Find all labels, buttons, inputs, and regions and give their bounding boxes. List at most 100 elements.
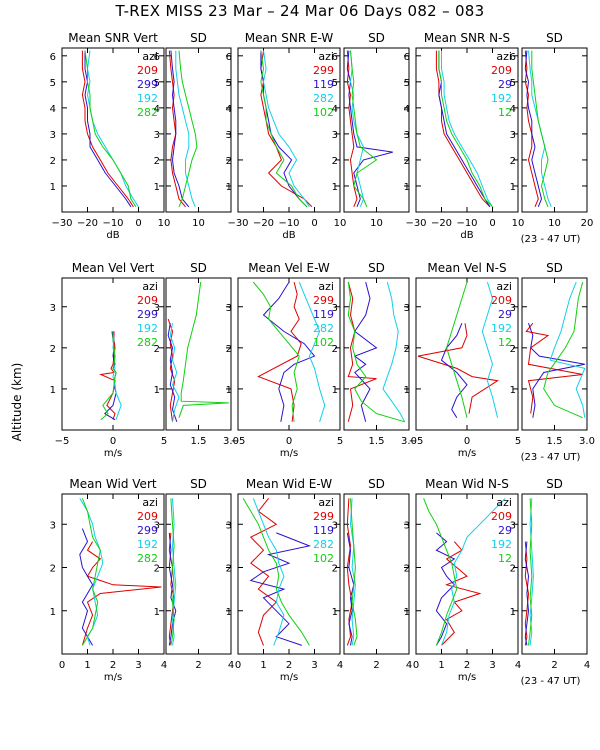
series-line-299 bbox=[168, 532, 177, 646]
series-line-282 bbox=[298, 281, 326, 422]
y-tick-label: 2 bbox=[50, 564, 56, 575]
panel-title: SD bbox=[546, 31, 563, 45]
panel-title: SD bbox=[368, 261, 385, 275]
legend-entry-282: 282 bbox=[137, 336, 158, 349]
legend-entry-29: 29 bbox=[498, 78, 512, 91]
y-tick-label: 1 bbox=[404, 182, 410, 193]
x-tick-label: 2 bbox=[551, 660, 557, 671]
x-tick-label: 10 bbox=[334, 218, 347, 229]
x-tick-label: −5 bbox=[55, 436, 70, 447]
x-tick-label: −10 bbox=[456, 218, 477, 229]
legend-entry-29: 29 bbox=[498, 524, 512, 537]
y-tick-label: 6 bbox=[154, 52, 160, 63]
y-tick-label: 3 bbox=[332, 303, 338, 314]
series-line-299 bbox=[347, 281, 377, 422]
legend-entry-192: 192 bbox=[491, 92, 512, 105]
legend-entry-282: 282 bbox=[313, 92, 334, 105]
series-line-102 bbox=[350, 498, 358, 646]
series-line-29 bbox=[524, 541, 530, 646]
panel-title: Mean Vel E-W bbox=[248, 261, 330, 275]
series-line-282 bbox=[170, 498, 175, 646]
x-tick-label: 3.0 bbox=[223, 436, 239, 447]
y-tick-label: 1 bbox=[154, 607, 160, 618]
legend-entry-12: 12 bbox=[498, 336, 512, 349]
panel-wid-ew-sd: SD 1 2 3 2 4 bbox=[332, 477, 413, 671]
y-tick-label: 1 bbox=[226, 607, 232, 618]
x-tick-label: 10 bbox=[158, 218, 171, 229]
x-tick-label: 1 bbox=[438, 660, 444, 671]
y-tick-label: 1 bbox=[404, 607, 410, 618]
legend-entry-192: 192 bbox=[137, 322, 158, 335]
x-tick-label: −20 bbox=[77, 218, 98, 229]
panel-snr-ew-sd: SD 1 2 3 4 5 6 10 bbox=[332, 31, 410, 229]
panel-title: Mean Wid N-S bbox=[425, 477, 509, 491]
series-line-29 bbox=[438, 50, 491, 208]
y-tick-label: 3 bbox=[404, 130, 410, 141]
legend-header: azi bbox=[496, 280, 512, 293]
y-tick-label: 3 bbox=[404, 520, 410, 531]
series-line-119 bbox=[353, 281, 378, 422]
series-line-192 bbox=[549, 281, 586, 418]
legend-entry-282: 282 bbox=[313, 322, 334, 335]
x-tick-label: 4 bbox=[228, 660, 234, 671]
y-tick-label: 1 bbox=[154, 385, 160, 396]
x-tick-label: −30 bbox=[405, 218, 426, 229]
y-tick-label: 3 bbox=[50, 130, 56, 141]
legend-entry-119: 119 bbox=[313, 308, 334, 321]
y-tick-label: 4 bbox=[404, 104, 410, 115]
y-tick-label: 1 bbox=[154, 182, 160, 193]
y-tick-label: 6 bbox=[226, 52, 232, 63]
series-line-209 bbox=[81, 541, 162, 646]
series-line-299 bbox=[260, 50, 313, 208]
legend-entry-299: 299 bbox=[137, 524, 158, 537]
series-line-282 bbox=[81, 498, 101, 646]
legend-entry-102: 102 bbox=[313, 552, 334, 565]
legend-entry-299: 299 bbox=[137, 308, 158, 321]
plot-frame bbox=[165, 493, 232, 655]
legend-entry-299: 299 bbox=[137, 78, 158, 91]
x-tick-label: 3 bbox=[489, 660, 495, 671]
x-tick-label: 10 bbox=[370, 218, 383, 229]
series-line-209 bbox=[168, 50, 186, 208]
y-tick-label: 3 bbox=[154, 520, 160, 531]
legend-entry-12: 12 bbox=[498, 552, 512, 565]
x-tick-label: 4 bbox=[406, 660, 412, 671]
y-tick-label: 5 bbox=[154, 78, 160, 89]
series-line-192 bbox=[441, 50, 493, 208]
series-line-12 bbox=[446, 281, 468, 418]
panel-title: Mean Vel Vert bbox=[72, 261, 155, 275]
series-line-102 bbox=[252, 281, 300, 422]
legend-entry-209: 209 bbox=[491, 64, 512, 77]
y-tick-label: 4 bbox=[226, 104, 232, 115]
x-tick-label: 5 bbox=[515, 436, 521, 447]
series-line-299 bbox=[84, 50, 132, 208]
x-tick-label: 1.5 bbox=[547, 436, 563, 447]
series-line-192 bbox=[529, 498, 534, 646]
x-axis-label: m/s bbox=[104, 448, 122, 459]
x-tick-label: 0 bbox=[489, 218, 495, 229]
y-tick-label: 1 bbox=[510, 607, 516, 618]
series-line-29 bbox=[435, 532, 456, 646]
x-axis-label: m/s bbox=[458, 672, 476, 683]
x-tick-label: 1 bbox=[260, 660, 266, 671]
y-tick-label: 2 bbox=[332, 156, 338, 167]
x-tick-label: 3 bbox=[135, 660, 141, 671]
legend-entry-119: 119 bbox=[313, 78, 334, 91]
series-line-102 bbox=[242, 498, 310, 646]
y-tick-label: 4 bbox=[154, 104, 160, 115]
x-tick-label: 10 bbox=[512, 218, 525, 229]
x-tick-label: 5 bbox=[161, 436, 167, 447]
y-tick-label: 2 bbox=[226, 156, 232, 167]
legend-entry-209: 209 bbox=[137, 64, 158, 77]
y-tick-label: 3 bbox=[50, 520, 56, 531]
x-axis-label: m/s bbox=[280, 448, 298, 459]
x-tick-label: 2 bbox=[373, 660, 379, 671]
series-line-282 bbox=[84, 50, 137, 208]
legend-entry-299: 299 bbox=[313, 510, 334, 523]
legend-entry-119: 119 bbox=[313, 524, 334, 537]
y-tick-label: 5 bbox=[226, 78, 232, 89]
panel-title: SD bbox=[190, 31, 207, 45]
legend-entry-282: 282 bbox=[137, 106, 158, 119]
